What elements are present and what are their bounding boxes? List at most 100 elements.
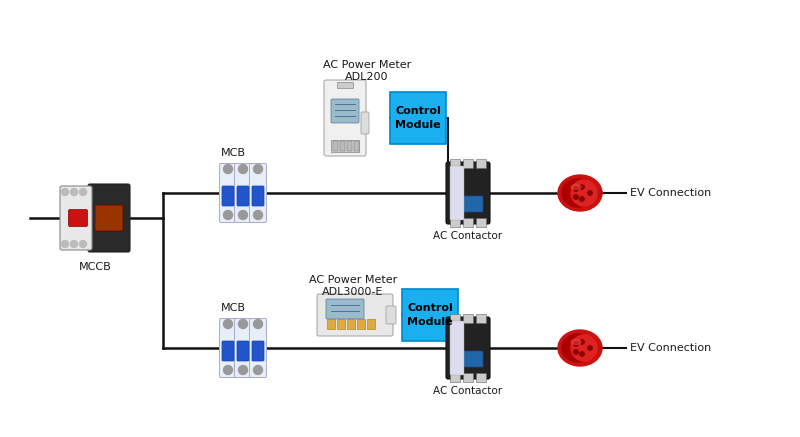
Circle shape [238,319,247,329]
Circle shape [79,188,86,195]
FancyBboxPatch shape [367,319,375,329]
FancyBboxPatch shape [361,112,369,134]
FancyBboxPatch shape [357,319,365,329]
FancyBboxPatch shape [337,82,353,88]
Circle shape [580,185,584,189]
FancyBboxPatch shape [219,163,237,222]
Circle shape [574,342,578,346]
FancyBboxPatch shape [250,319,266,378]
FancyBboxPatch shape [88,184,130,252]
Text: EV Connection: EV Connection [630,343,711,353]
Circle shape [254,365,262,375]
Circle shape [574,350,578,354]
Circle shape [588,346,592,350]
FancyBboxPatch shape [386,306,396,324]
Circle shape [254,164,262,173]
FancyBboxPatch shape [450,373,460,382]
Ellipse shape [558,175,602,211]
FancyBboxPatch shape [252,341,264,361]
FancyBboxPatch shape [446,162,490,224]
Circle shape [62,240,69,247]
Circle shape [574,195,578,199]
FancyBboxPatch shape [69,209,87,226]
Circle shape [571,180,597,206]
FancyBboxPatch shape [234,319,251,378]
Text: MCCB: MCCB [78,262,111,272]
Circle shape [70,188,78,195]
Text: ADL200: ADL200 [346,72,389,82]
FancyBboxPatch shape [463,159,473,168]
Ellipse shape [571,340,581,344]
FancyBboxPatch shape [324,80,366,156]
Circle shape [238,365,247,375]
Ellipse shape [558,330,602,366]
Circle shape [571,335,597,361]
FancyBboxPatch shape [463,218,473,227]
Text: ADL3000-E: ADL3000-E [322,287,384,297]
FancyBboxPatch shape [252,186,264,206]
Circle shape [238,164,247,173]
Circle shape [223,211,233,219]
FancyBboxPatch shape [60,186,92,250]
Circle shape [580,340,584,344]
Circle shape [580,352,584,356]
FancyBboxPatch shape [450,321,464,375]
FancyBboxPatch shape [453,196,483,212]
Ellipse shape [562,334,594,362]
Text: Control
Module: Control Module [395,106,441,130]
Ellipse shape [592,344,602,352]
FancyBboxPatch shape [326,299,364,319]
Ellipse shape [562,179,594,207]
FancyBboxPatch shape [340,141,345,151]
FancyBboxPatch shape [337,319,345,329]
Circle shape [70,240,78,247]
FancyBboxPatch shape [446,317,490,379]
FancyBboxPatch shape [250,163,266,222]
Circle shape [223,365,233,375]
FancyBboxPatch shape [95,205,123,231]
Circle shape [62,188,69,195]
Text: Control
Module: Control Module [407,303,453,326]
Text: AC Contactor: AC Contactor [434,386,502,396]
Ellipse shape [571,184,581,190]
Text: AC Power Meter: AC Power Meter [323,60,411,70]
FancyBboxPatch shape [476,314,486,323]
FancyBboxPatch shape [347,319,355,329]
Circle shape [238,211,247,219]
FancyBboxPatch shape [234,163,251,222]
Circle shape [588,191,592,195]
FancyBboxPatch shape [237,341,249,361]
Text: AC Contactor: AC Contactor [434,231,502,241]
FancyBboxPatch shape [219,319,237,378]
FancyBboxPatch shape [222,186,234,206]
Text: MCB: MCB [221,148,246,158]
Ellipse shape [592,189,602,197]
Circle shape [223,164,233,173]
Text: AC Power Meter: AC Power Meter [309,275,397,285]
FancyBboxPatch shape [327,319,335,329]
FancyBboxPatch shape [333,141,338,151]
FancyBboxPatch shape [453,351,483,367]
FancyBboxPatch shape [402,289,458,341]
FancyBboxPatch shape [450,159,460,168]
Circle shape [79,240,86,247]
FancyBboxPatch shape [450,314,460,323]
FancyBboxPatch shape [390,92,446,144]
FancyBboxPatch shape [450,218,460,227]
FancyBboxPatch shape [463,373,473,382]
Circle shape [254,211,262,219]
FancyBboxPatch shape [222,341,234,361]
FancyBboxPatch shape [237,186,249,206]
Circle shape [574,187,578,191]
Circle shape [223,319,233,329]
FancyBboxPatch shape [476,159,486,168]
FancyBboxPatch shape [331,99,359,123]
FancyBboxPatch shape [476,218,486,227]
FancyBboxPatch shape [317,294,393,336]
FancyBboxPatch shape [347,141,352,151]
FancyBboxPatch shape [354,141,359,151]
Circle shape [580,197,584,201]
FancyBboxPatch shape [331,140,359,152]
Circle shape [254,319,262,329]
FancyBboxPatch shape [450,166,464,220]
